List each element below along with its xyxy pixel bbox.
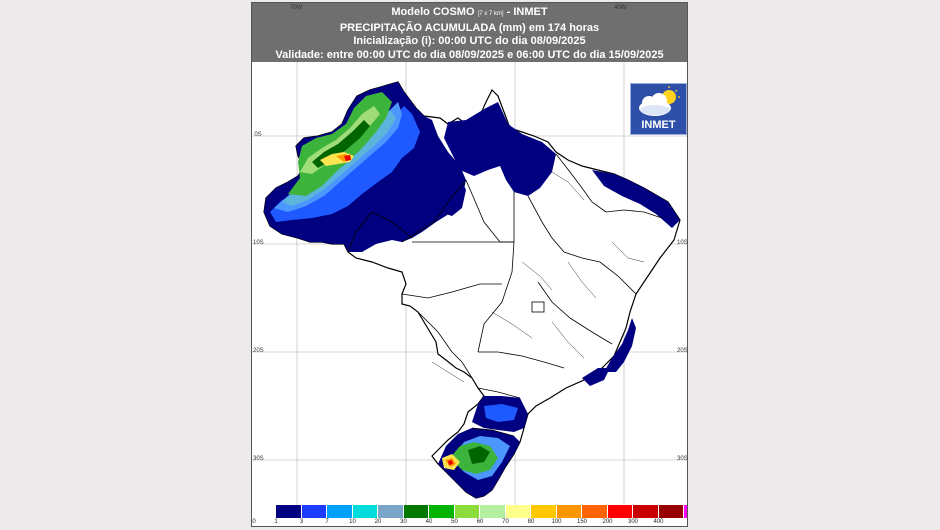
colorbar-swatch [327, 505, 353, 518]
product-title: PRECIPITAÇÃO ACUMULADA (mm) em 174 horas [339, 21, 600, 34]
municipal-borders [431, 171, 645, 383]
model-name: Modelo COSMO [391, 6, 475, 18]
longitude-label-40w: 40W [614, 5, 627, 11]
colorbar-tick-label: 70 [502, 519, 509, 525]
colorbar-swatch [480, 505, 506, 518]
colorbar-tick-label: 200 [602, 519, 613, 525]
colorbar-tick-label: 300 [627, 519, 639, 525]
model-source: - INMET [506, 6, 548, 18]
colorbar-swatch [505, 505, 531, 518]
colorbar-swatch [429, 505, 455, 518]
colorbar-tick-label: 7 [325, 519, 329, 525]
colorbar-swatch [403, 505, 429, 518]
colorbar-tick-label: 50 [451, 519, 458, 525]
state-borders [347, 153, 663, 437]
colorbar-tick-label: 0 [252, 519, 256, 525]
precipitation-south [438, 396, 528, 498]
colorbar-swatch [301, 505, 327, 518]
colorbar-ticks: 0 1 3 7 10 20 30 40 50 60 70 80 100 150 200 300 400 [252, 519, 687, 526]
validity-text: Validade: entre 00:00 UTC do dia 08/09/2… [275, 48, 664, 61]
colorbar-swatch [607, 505, 633, 518]
colorbar-tick-label: 400 [653, 519, 664, 525]
colorbar-swatch [378, 505, 404, 518]
precipitation-north [264, 82, 680, 386]
colorbar-swatch [633, 505, 659, 518]
latitude-label-20s-left: 20S [253, 348, 264, 354]
latitude-label-10s-right: 10S [677, 240, 688, 246]
initialization-text: Inicialização (i): 00:00 UTC do dia 08/0… [353, 35, 586, 47]
latitude-label-30s-left: 30S [253, 456, 264, 462]
inmet-logo: INMET [630, 83, 687, 135]
colorbar-tick-label: 10 [349, 519, 356, 525]
colorbar-tick-label: 80 [527, 519, 535, 525]
model-title: Modelo COSMO [7 x 7 km] - INMET [252, 6, 687, 22]
colorbar-swatch [531, 505, 557, 518]
colorbar-swatch [658, 505, 684, 518]
colorbar-swatch [684, 505, 687, 518]
forecast-map-panel: Modelo COSMO [7 x 7 km] - INMET PRECIPIT… [251, 2, 688, 527]
latitude-label-0s-left: 0S [254, 132, 262, 138]
precipitation-map [252, 62, 687, 505]
inmet-logo-text: INMET [641, 119, 676, 131]
latitude-label-30s-right: 30S [677, 456, 688, 462]
colorbar-tick-label: 60 [476, 519, 484, 525]
precipitation-colorbar [276, 505, 687, 518]
colorbar-tick-label: 30 [400, 519, 407, 525]
longitude-label-70w: 70W [290, 5, 303, 11]
colorbar-tick-label: 150 [576, 519, 588, 525]
colorbar-tick-label: 1 [274, 519, 278, 525]
colorbar-swatch [454, 505, 480, 518]
colorbar-swatch [556, 505, 582, 518]
colorbar-tick-label: 40 [425, 519, 433, 525]
map-header: Modelo COSMO [7 x 7 km] - INMET PRECIPIT… [252, 3, 687, 62]
colorbar-tick-label: 100 [551, 519, 562, 525]
model-resolution: [7 x 7 km] [477, 11, 504, 17]
latitude-label-10s-left: 10S [253, 240, 264, 246]
cloud-sun-icon [639, 86, 680, 116]
colorbar-swatch [276, 505, 302, 518]
colorbar-tick-label: 3 [299, 519, 304, 525]
latitude-label-20s-right: 20S [677, 348, 688, 354]
colorbar-swatch [582, 505, 608, 518]
colorbar-swatch [352, 505, 378, 518]
colorbar-tick-label: 20 [374, 519, 382, 525]
